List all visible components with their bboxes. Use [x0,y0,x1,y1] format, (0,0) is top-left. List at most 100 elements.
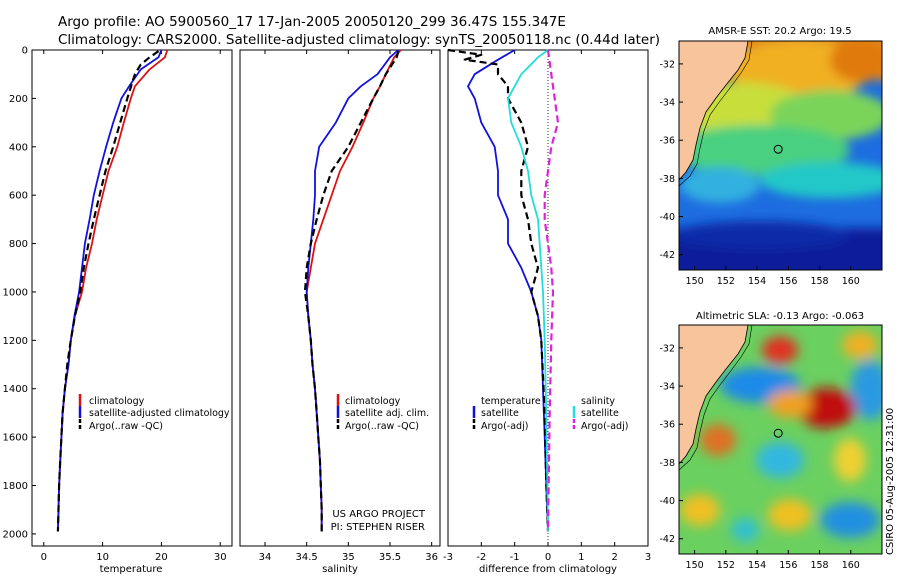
x-tick-label: 34.5 [296,552,318,563]
y-tick-label: 600 [9,191,28,202]
map-x-tick-label: 156 [779,276,797,287]
map-x-tick-label: 154 [748,560,766,571]
sla-map-frame [678,324,883,555]
map-x-tick-label: 160 [842,276,860,287]
series-line-salinity-satellite [507,49,549,532]
temperature-legend: climatology satellite-adjusted climatolo… [78,394,230,432]
difference-x-axis: -3 -2 -1 0 1 2 3 [443,50,651,563]
x-tick-label: 0 [545,552,551,563]
map-x-tick-label: 156 [779,560,797,571]
series-line-temperature-argo-adj [447,48,550,532]
sla-map-title: Altimetric SLA: -0.13 Argo: -0.063 [696,311,864,322]
temperature-series [56,49,169,532]
sst-map-axes: 150 152 154 156 158 160 -32 -34 -36 -38 -40 -42 [659,59,859,287]
map-x-tick-label: 160 [842,560,860,571]
legend-heading-salinity: salinity [581,396,615,407]
map-x-tick-label: 150 [686,560,704,571]
difference-xlabel: difference from climatology [479,564,617,575]
temperature-panel: 0 200 400 600 800 1000 1200 1400 1600 1800 2000 0 1… [3,46,233,575]
series-line-satellite-adj-clim [305,49,399,532]
sst-map-panel: AMSR-E SST: 20.2 Argo: 19.5 150 152 154 156… [659,26,883,287]
x-tick-label: 3 [645,552,651,563]
sla-map-axes: 150 152 154 156 158 160 -32 -34 -36 -38 -40 -42 [659,343,859,571]
legend-label-temp-satellite: satellite [481,408,519,419]
legend-label-sal-satellite: satellite [581,408,619,419]
sla-depth-contour [679,325,753,471]
y-tick-label: 200 [9,94,28,105]
sla-map-panel: Altimetric SLA: -0.13 Argo: -0.063 [659,311,883,571]
y-tick-label: 1600 [3,433,28,444]
map-y-tick-label: -32 [659,343,675,354]
legend-label-temp-argo: Argo(-adj) [481,421,528,432]
y-tick-label: 1400 [3,384,28,395]
map-y-tick-label: -42 [659,250,675,261]
series-line-argo-raw-qc [56,50,160,532]
header-line1: Argo profile: AO 5900560_17 17-Jan-2005 … [58,14,566,30]
temperature-x-axis: 0 10 20 30 [41,50,227,563]
x-tick-label: 35.5 [379,552,401,563]
sst-map-frame [678,40,883,271]
y-tick-label: 400 [9,142,28,153]
map-x-tick-label: 150 [686,276,704,287]
y-tick-label: 800 [9,239,28,250]
x-tick-label: -1 [510,552,520,563]
salinity-panel: 34 34.5 35 35.5 36 salinity climatology sate… [239,49,441,575]
x-tick-label: -2 [476,552,486,563]
temperature-axes-box [31,49,233,547]
y-tick-label: 1800 [3,481,28,492]
x-tick-label: 0 [41,552,47,563]
x-tick-label: 30 [214,552,227,563]
map-x-tick-label: 158 [810,276,828,287]
map-y-tick-label: -38 [659,458,675,469]
sst-map-field [679,41,882,270]
x-tick-label: 20 [155,552,168,563]
pi-annotation: PI: STEPHEN RISER [331,522,425,533]
legend-heading-temperature: temperature [481,396,541,407]
depth-axis: 0 200 400 600 800 1000 1200 1400 1600 1800 2000 [3,46,36,540]
sst-float-marker [773,144,783,154]
y-tick-label: 2000 [3,529,28,540]
sla-land [679,325,748,464]
legend-label-climatology: climatology [345,396,401,407]
header-line2: Climatology: CARS2000. Satellite-adjuste… [58,32,660,48]
legend-label-satellite: satellite-adjusted climatology [89,408,230,419]
sla-map-field [679,325,882,554]
map-y-tick-label: -36 [659,420,675,431]
map-y-tick-label: -32 [659,59,675,70]
x-tick-label: -3 [443,552,453,563]
x-tick-label: 36 [425,552,438,563]
difference-panel: -3 -2 -1 0 1 2 3 difference from climatology t… [443,48,651,575]
x-tick-label: 34 [259,552,272,563]
x-tick-label: 2 [611,552,617,563]
sla-blobs [680,331,882,542]
map-y-tick-label: -34 [659,98,675,109]
difference-axes-box [447,49,649,547]
x-tick-label: 35 [342,552,355,563]
map-x-tick-label: 152 [717,276,735,287]
sst-coastline [679,41,749,181]
map-y-tick-label: -36 [659,136,675,147]
salinity-legend: climatology satellite adj. clim. Argo(..… [336,394,429,432]
salinity-axes-box [239,49,441,547]
sst-depth-contour [679,41,753,187]
y-tick-label: 1000 [3,287,28,298]
map-x-tick-label: 158 [810,560,828,571]
legend-label-satellite: satellite adj. clim. [345,408,429,419]
difference-legend: temperature satellite Argo(-adj) salinit… [472,396,628,432]
temperature-xlabel: temperature [100,564,163,575]
difference-series [447,48,560,532]
sst-blobs [679,41,882,270]
map-y-tick-label: -38 [659,174,675,185]
x-tick-label: 10 [96,552,109,563]
map-x-tick-label: 154 [748,276,766,287]
map-y-tick-label: -40 [659,496,675,507]
salinity-xlabel: salinity [322,564,358,575]
sla-coastline [679,325,749,465]
y-tick-label: 0 [22,46,28,57]
legend-label-climatology: climatology [89,396,145,407]
series-line-argo-raw-qc [303,50,400,532]
map-y-tick-label: -40 [659,212,675,223]
map-x-tick-label: 152 [717,560,735,571]
y-tick-label: 1200 [3,336,28,347]
